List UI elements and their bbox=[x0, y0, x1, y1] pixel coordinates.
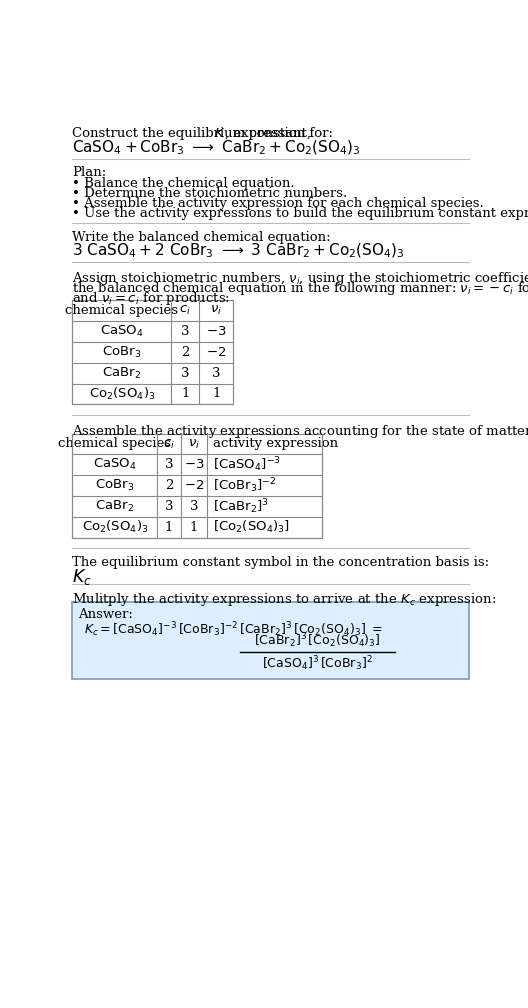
Text: $[\mathrm{Co_2(SO_4)_3}]$: $[\mathrm{Co_2(SO_4)_3}]$ bbox=[213, 519, 290, 535]
Text: Assemble the activity expressions accounting for the state of matter and $\nu_i$: Assemble the activity expressions accoun… bbox=[72, 422, 528, 439]
Text: 3: 3 bbox=[165, 500, 173, 513]
Text: $-3$: $-3$ bbox=[184, 459, 204, 472]
Text: $[\mathrm{CaSO_4}]^{-3}$: $[\mathrm{CaSO_4}]^{-3}$ bbox=[213, 456, 281, 474]
Text: $[\mathrm{CaBr_2}]^3$: $[\mathrm{CaBr_2}]^3$ bbox=[213, 497, 269, 516]
Text: $\nu_i$: $\nu_i$ bbox=[188, 437, 200, 451]
Text: $K_c = [\mathrm{CaSO_4}]^{-3}\,[\mathrm{CoBr_3}]^{-2}\,[\mathrm{CaBr_2}]^3\,[\ma: $K_c = [\mathrm{CaSO_4}]^{-3}\,[\mathrm{… bbox=[84, 620, 383, 638]
Text: $[\mathrm{CoBr_3}]^{-2}$: $[\mathrm{CoBr_3}]^{-2}$ bbox=[213, 476, 277, 495]
Text: $\mathrm{CaSO_4}$: $\mathrm{CaSO_4}$ bbox=[100, 324, 144, 339]
Text: $\mathrm{CaSO_4 + CoBr_3 \ {\longrightarrow}\ CaBr_2 + Co_2(SO_4)_3}$: $\mathrm{CaSO_4 + CoBr_3 \ {\longrightar… bbox=[72, 139, 361, 157]
Text: Construct the equilibrium constant,: Construct the equilibrium constant, bbox=[72, 127, 315, 140]
Text: 2: 2 bbox=[181, 346, 190, 359]
Text: $[\mathrm{CaBr_2}]^3\,[\mathrm{Co_2(SO_4)_3}]$: $[\mathrm{CaBr_2}]^3\,[\mathrm{Co_2(SO_4… bbox=[254, 631, 381, 650]
Text: $-2$: $-2$ bbox=[206, 346, 227, 359]
Text: Assign stoichiometric numbers, $\nu_i$, using the stoichiometric coefficients, $: Assign stoichiometric numbers, $\nu_i$, … bbox=[72, 269, 528, 286]
Text: $\mathrm{3\ CaSO_4 + 2\ CoBr_3 \ {\longrightarrow}\ 3\ CaBr_2 + Co_2(SO_4)_3}$: $\mathrm{3\ CaSO_4 + 2\ CoBr_3 \ {\longr… bbox=[72, 242, 405, 260]
Text: $K_c$: $K_c$ bbox=[72, 566, 92, 587]
Text: the balanced chemical equation in the following manner: $\nu_i = -c_i$ for react: the balanced chemical equation in the fo… bbox=[72, 279, 528, 296]
Text: • Assemble the activity expression for each chemical species.: • Assemble the activity expression for e… bbox=[72, 198, 484, 211]
Text: 3: 3 bbox=[181, 367, 190, 380]
Text: 3: 3 bbox=[190, 500, 198, 513]
Text: $\mathrm{CoBr_3}$: $\mathrm{CoBr_3}$ bbox=[102, 345, 142, 360]
Text: The equilibrium constant symbol in the concentration basis is:: The equilibrium constant symbol in the c… bbox=[72, 556, 489, 569]
Text: 1: 1 bbox=[190, 521, 198, 533]
Text: , expression for:: , expression for: bbox=[225, 127, 333, 140]
Text: activity expression: activity expression bbox=[213, 437, 338, 451]
Text: $K$: $K$ bbox=[214, 127, 225, 140]
Text: 1: 1 bbox=[165, 521, 173, 533]
Text: $\mathrm{Co_2(SO_4)_3}$: $\mathrm{Co_2(SO_4)_3}$ bbox=[89, 386, 155, 402]
Text: $\mathrm{CaSO_4}$: $\mathrm{CaSO_4}$ bbox=[93, 458, 137, 473]
Text: • Determine the stoichiometric numbers.: • Determine the stoichiometric numbers. bbox=[72, 187, 347, 201]
Text: Write the balanced chemical equation:: Write the balanced chemical equation: bbox=[72, 231, 331, 244]
Bar bbox=[72, 433, 322, 537]
Text: $\mathrm{Co_2(SO_4)_3}$: $\mathrm{Co_2(SO_4)_3}$ bbox=[81, 519, 148, 535]
Text: 3: 3 bbox=[165, 459, 173, 472]
Text: $\mathrm{CaBr_2}$: $\mathrm{CaBr_2}$ bbox=[96, 499, 134, 514]
Text: $\mathrm{CaBr_2}$: $\mathrm{CaBr_2}$ bbox=[102, 366, 142, 381]
Text: Mulitply the activity expressions to arrive at the $K_c$ expression:: Mulitply the activity expressions to arr… bbox=[72, 592, 496, 609]
Text: $c_i$: $c_i$ bbox=[180, 304, 191, 318]
Text: 1: 1 bbox=[212, 387, 221, 400]
Text: 3: 3 bbox=[181, 325, 190, 338]
Text: $-2$: $-2$ bbox=[184, 479, 204, 492]
Text: $-3$: $-3$ bbox=[206, 325, 227, 338]
Text: 2: 2 bbox=[165, 479, 173, 492]
Text: and $\nu_i = c_i$ for products:: and $\nu_i = c_i$ for products: bbox=[72, 289, 230, 306]
Text: $c_i$: $c_i$ bbox=[163, 437, 175, 451]
Text: $\mathrm{CoBr_3}$: $\mathrm{CoBr_3}$ bbox=[95, 478, 135, 493]
Text: 3: 3 bbox=[212, 367, 221, 380]
Text: chemical species: chemical species bbox=[65, 304, 178, 318]
FancyBboxPatch shape bbox=[72, 602, 469, 679]
Text: $[\mathrm{CaSO_4}]^3\,[\mathrm{CoBr_3}]^2$: $[\mathrm{CaSO_4}]^3\,[\mathrm{CoBr_3}]^… bbox=[262, 654, 372, 673]
Text: Plan:: Plan: bbox=[72, 166, 107, 179]
Text: chemical species: chemical species bbox=[58, 437, 171, 451]
Text: $\nu_i$: $\nu_i$ bbox=[210, 304, 222, 318]
Text: 1: 1 bbox=[181, 387, 190, 400]
Text: • Balance the chemical equation.: • Balance the chemical equation. bbox=[72, 177, 295, 191]
Bar bbox=[72, 300, 233, 404]
Text: Answer:: Answer: bbox=[78, 608, 133, 621]
Text: • Use the activity expressions to build the equilibrium constant expression.: • Use the activity expressions to build … bbox=[72, 208, 528, 220]
